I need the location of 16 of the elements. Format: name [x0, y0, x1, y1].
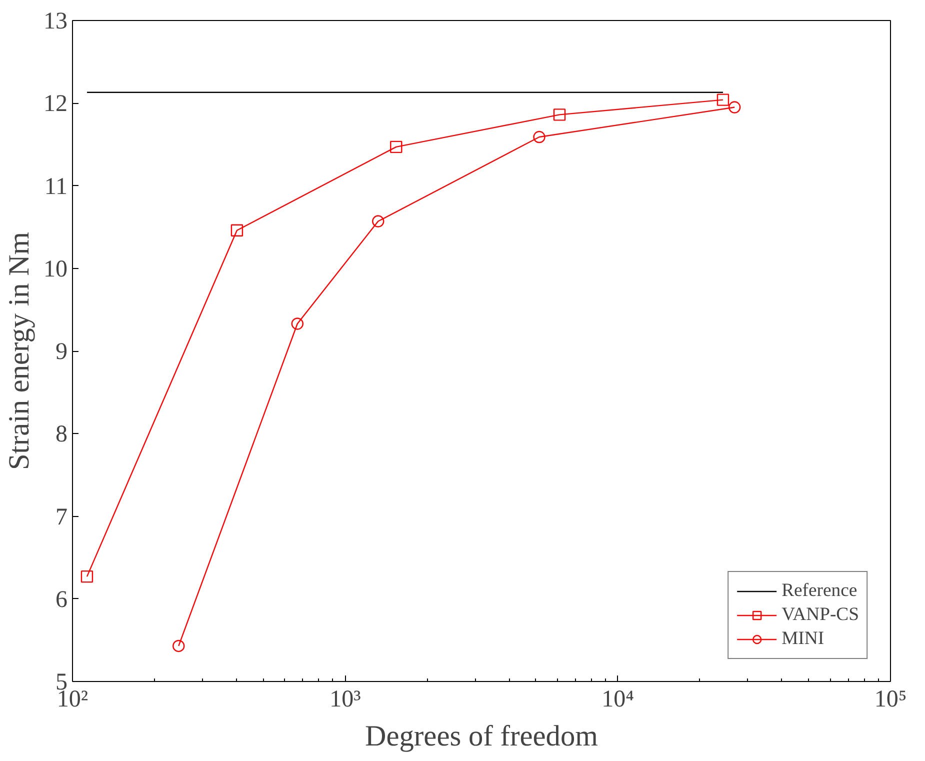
y-tick-label: 10 — [44, 256, 68, 282]
x-axis-title: Degrees of freedom — [365, 720, 598, 752]
y-tick-label: 11 — [44, 174, 68, 200]
x-tick-label: 10³ — [330, 686, 361, 712]
y-axis-title: Strain energy in Nm — [4, 232, 36, 470]
y-tick-label: 12 — [44, 91, 68, 118]
x-tick-label: 10⁵ — [874, 686, 907, 712]
x-tick-label: 10⁴ — [602, 686, 634, 712]
legend-label: Reference — [782, 580, 858, 602]
y-tick-label: 8 — [56, 422, 68, 448]
legend-label: MINI — [782, 628, 824, 650]
y-tick-label: 7 — [56, 504, 68, 530]
y-tick-label: 9 — [56, 339, 68, 365]
y-tick-label: 6 — [56, 586, 68, 613]
legend-label: VANP-CS — [782, 604, 859, 626]
y-tick-label: 13 — [44, 8, 68, 34]
